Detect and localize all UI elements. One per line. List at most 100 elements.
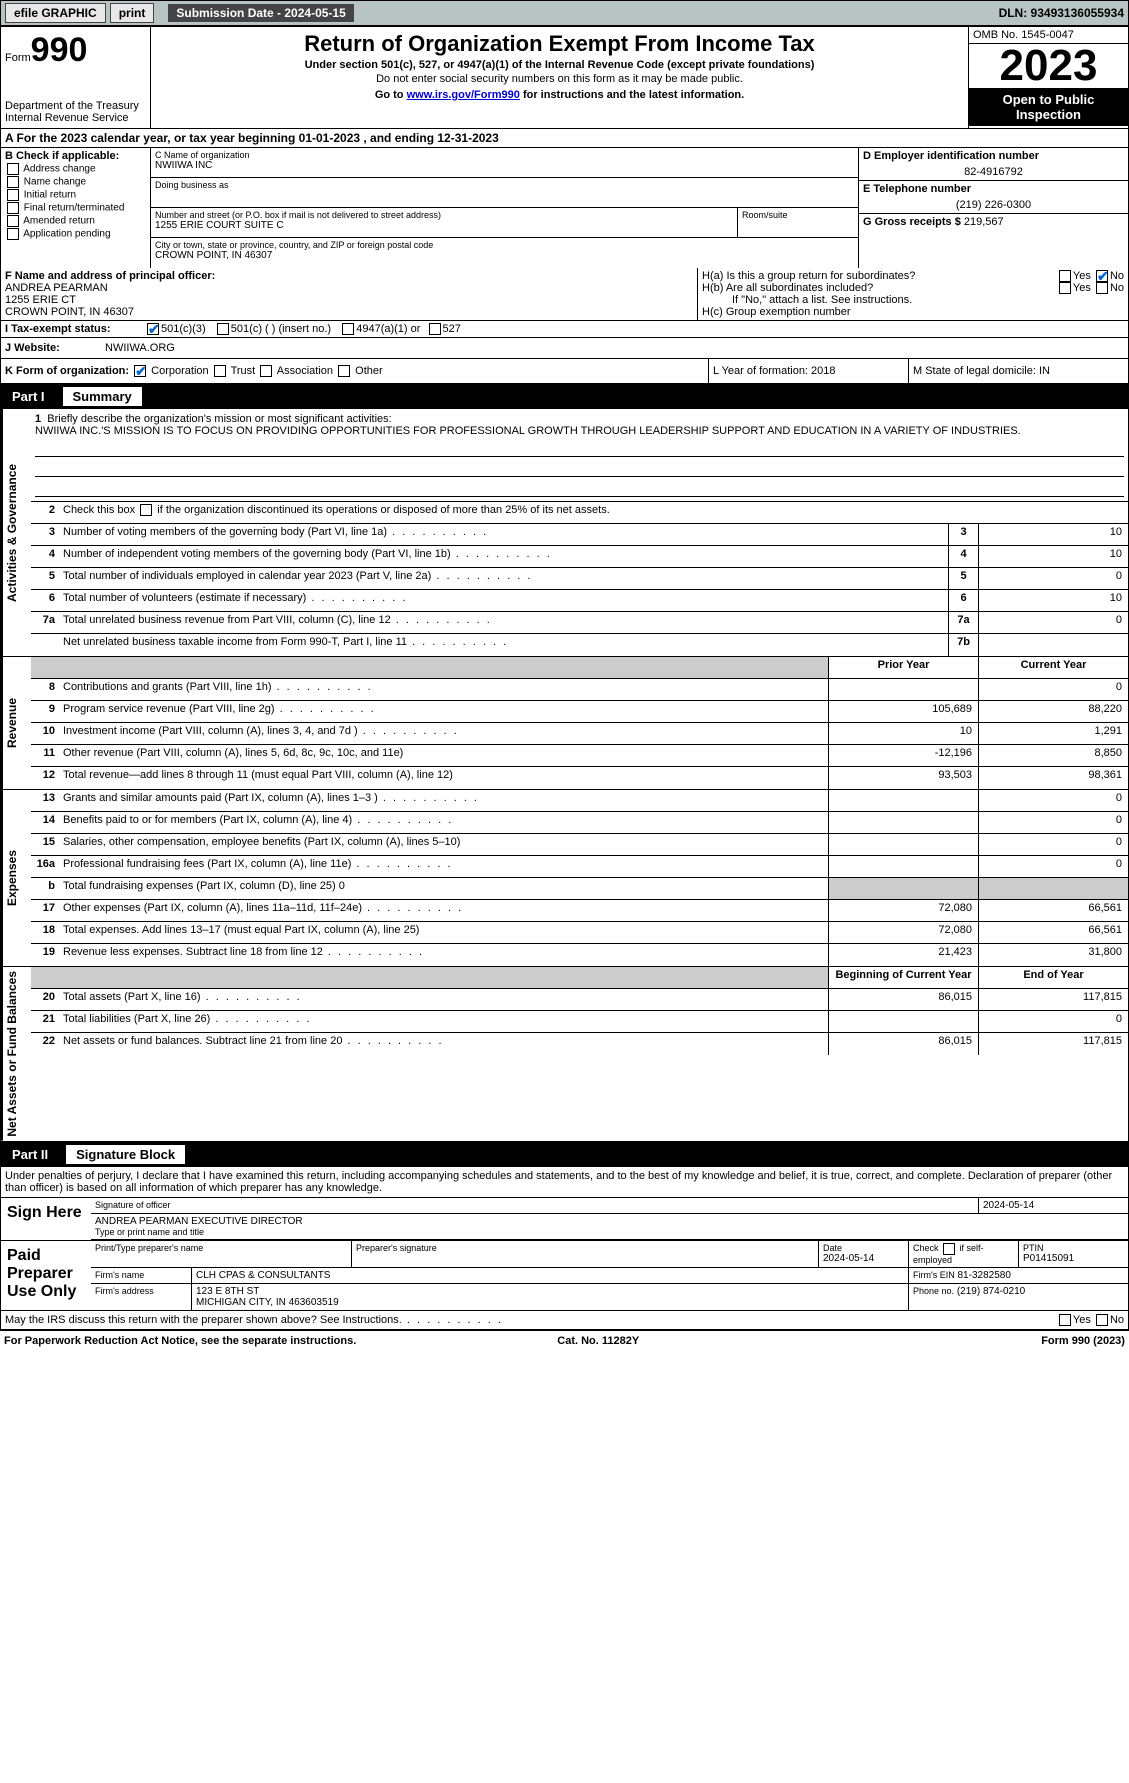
no-label2: No <box>1110 282 1124 294</box>
chk-527[interactable] <box>429 323 441 335</box>
chk-final[interactable]: Final return/terminated <box>5 202 146 214</box>
chk-other[interactable] <box>338 365 350 377</box>
part1-title: Summary <box>63 387 142 406</box>
state-domicile: M State of legal domicile: IN <box>908 359 1128 383</box>
line-22: 22Net assets or fund balances. Subtract … <box>31 1033 1128 1055</box>
box-b: B Check if applicable: Address change Na… <box>1 148 151 268</box>
box-h: H(a) Is this a group return for subordin… <box>698 268 1128 320</box>
paid-label: Paid Preparer Use Only <box>1 1241 91 1310</box>
chk-pending[interactable]: Application pending <box>5 228 146 240</box>
line-9: 9Program service revenue (Part VIII, lin… <box>31 701 1128 723</box>
tax-status-label: I Tax-exempt status: <box>5 323 145 335</box>
city-cell: City or town, state or province, country… <box>151 238 858 268</box>
dba-cell: Doing business as <box>151 178 858 208</box>
irs-link[interactable]: www.irs.gov/Form990 <box>407 89 520 101</box>
chk-name[interactable]: Name change <box>5 176 146 188</box>
city-value: CROWN POINT, IN 46307 <box>155 250 854 261</box>
h-b: H(b) Are all subordinates included? Yes … <box>702 282 1124 294</box>
org-name: NWIIWA INC <box>155 160 854 171</box>
line-5: 5Total number of individuals employed in… <box>31 568 1128 590</box>
chk-501c3[interactable] <box>147 323 159 335</box>
row-j: J Website: NWIIWA.ORG <box>0 338 1129 359</box>
chk-trust[interactable] <box>214 365 226 377</box>
chk-assoc[interactable] <box>260 365 272 377</box>
net-assets-table: Net Assets or Fund Balances Beginning of… <box>0 967 1129 1142</box>
chk-address[interactable]: Address change <box>5 163 146 175</box>
form-number: 990 <box>31 31 88 69</box>
form-title: Return of Organization Exempt From Incom… <box>155 31 964 57</box>
part1-num: Part I <box>6 389 51 404</box>
addr-label: Number and street (or P.O. box if mail i… <box>155 210 733 220</box>
officer-addr2: CROWN POINT, IN 46307 <box>5 306 693 318</box>
row-k: K Form of organization: Corporation Trus… <box>0 359 1129 384</box>
section-fh: F Name and address of principal officer:… <box>0 268 1129 321</box>
line-8: 8Contributions and grants (Part VIII, li… <box>31 679 1128 701</box>
tel-cell: E Telephone number (219) 226-0300 <box>859 181 1128 214</box>
part2-title: Signature Block <box>66 1145 185 1164</box>
line-2: 2Check this box if the organization disc… <box>31 502 1128 524</box>
firm-ein: 81-3282580 <box>958 1270 1011 1281</box>
form-org: K Form of organization: Corporation Trus… <box>1 359 708 383</box>
line-15: 15Salaries, other compensation, employee… <box>31 834 1128 856</box>
org-name-label: C Name of organization <box>155 150 854 160</box>
line-7b: Net unrelated business taxable income fr… <box>31 634 1128 656</box>
side-governance: Activities & Governance <box>1 409 31 656</box>
ha-label: H(a) Is this a group return for subordin… <box>702 270 915 282</box>
hb-label: H(b) Are all subordinates included? <box>702 282 873 294</box>
box-c: C Name of organization NWIIWA INC Doing … <box>151 148 858 268</box>
prep-date-lbl: Date <box>823 1243 904 1253</box>
mission-label: Briefly describe the organization's miss… <box>47 413 391 425</box>
line-4: 4Number of independent voting members of… <box>31 546 1128 568</box>
open-inspection: Open to Public Inspection <box>969 88 1128 126</box>
discuss-no[interactable] <box>1096 1314 1108 1326</box>
org-name-cell: C Name of organization NWIIWA INC <box>151 148 858 178</box>
chk-501c[interactable] <box>217 323 229 335</box>
efile-button[interactable]: efile GRAPHIC <box>5 3 106 23</box>
form-subtitle-3: Go to www.irs.gov/Form990 for instructio… <box>155 89 964 101</box>
opt-501c: 501(c) ( ) (insert no.) <box>231 323 331 335</box>
form-subtitle-2: Do not enter social security numbers on … <box>155 73 964 85</box>
room-label: Room/suite <box>742 210 854 220</box>
net-header: Beginning of Current YearEnd of Year <box>31 967 1128 989</box>
chk-4947[interactable] <box>342 323 354 335</box>
ptin-val: P01415091 <box>1023 1253 1124 1264</box>
chk-initial[interactable]: Initial return <box>5 189 146 201</box>
discuss-yes[interactable] <box>1059 1314 1071 1326</box>
tel-label: E Telephone number <box>863 183 1124 195</box>
print-button[interactable]: print <box>110 3 155 23</box>
perjury-text: Under penalties of perjury, I declare th… <box>0 1167 1129 1198</box>
governance-table: Activities & Governance 1 Briefly descri… <box>0 409 1129 657</box>
foot-left: For Paperwork Reduction Act Notice, see … <box>4 1335 356 1347</box>
part2-header: Part II Signature Block <box>0 1142 1129 1167</box>
form-subtitle-1: Under section 501(c), 527, or 4947(a)(1)… <box>155 59 964 71</box>
sign-here-block: Sign Here Signature of officer2024-05-14… <box>0 1198 1129 1241</box>
line-16b: bTotal fundraising expenses (Part IX, co… <box>31 878 1128 900</box>
line-7a: 7aTotal unrelated business revenue from … <box>31 612 1128 634</box>
chk-corp[interactable] <box>134 365 146 377</box>
prep-date: 2024-05-14 <box>823 1253 904 1264</box>
rev-header: Prior YearCurrent Year <box>31 657 1128 679</box>
side-revenue: Revenue <box>1 657 31 789</box>
opt-4947: 4947(a)(1) or <box>356 323 420 335</box>
gross-label: G Gross receipts $ <box>863 216 961 228</box>
expenses-table: Expenses 13Grants and similar amounts pa… <box>0 790 1129 967</box>
line-1: 1 Briefly describe the organization's mi… <box>31 409 1128 502</box>
box-f: F Name and address of principal officer:… <box>1 268 698 320</box>
row-i: I Tax-exempt status: 501(c)(3) 501(c) ( … <box>0 321 1129 338</box>
self-emp-text: Check if self-employed <box>913 1243 984 1265</box>
ein-cell: D Employer identification number 82-4916… <box>859 148 1128 181</box>
box-d: D Employer identification number 82-4916… <box>858 148 1128 268</box>
line-17: 17Other expenses (Part IX, column (A), l… <box>31 900 1128 922</box>
no-label: No <box>1110 270 1124 282</box>
paid-preparer-block: Paid Preparer Use Only Print/Type prepar… <box>0 1241 1129 1311</box>
sig-name: ANDREA PEARMAN EXECUTIVE DIRECTOR <box>95 1216 1124 1227</box>
yes-label2: Yes <box>1073 282 1091 294</box>
line-3: 3Number of voting members of the governi… <box>31 524 1128 546</box>
gross-cell: G Gross receipts $ 219,567 <box>859 214 1128 244</box>
line-6: 6Total number of volunteers (estimate if… <box>31 590 1128 612</box>
chk-amended[interactable]: Amended return <box>5 215 146 227</box>
addr-cell: Number and street (or P.O. box if mail i… <box>151 208 738 238</box>
year-formation: L Year of formation: 2018 <box>708 359 908 383</box>
side-expenses: Expenses <box>1 790 31 966</box>
form-org-label: K Form of organization: <box>5 365 129 377</box>
